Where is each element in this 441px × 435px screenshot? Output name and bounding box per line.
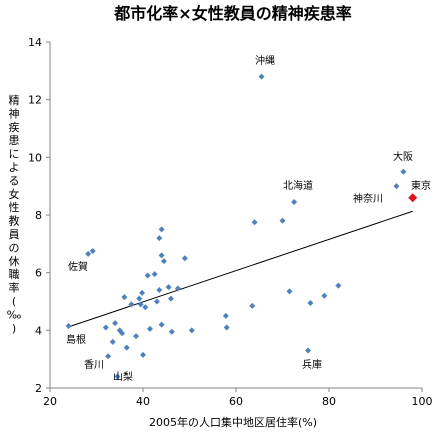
data-point — [279, 217, 286, 224]
y-axis-label: 精神疾患による女性教員の休職率(‰) — [7, 94, 22, 335]
data-point — [151, 271, 158, 278]
data-point — [89, 248, 96, 255]
annotation-label: 山梨 — [113, 370, 133, 383]
annotation-label: 北海道 — [283, 179, 313, 192]
data-point — [222, 312, 229, 319]
data-point — [156, 235, 163, 242]
data-point — [335, 282, 342, 289]
y-tick-label: 14 — [28, 36, 42, 49]
data-point — [165, 284, 172, 291]
annotation-label: 東京 — [411, 179, 431, 192]
data-point — [223, 324, 230, 331]
annotation-label: 島根 — [66, 333, 86, 346]
data-point — [142, 304, 149, 311]
x-tick-label: 20 — [43, 395, 57, 408]
highlight-point — [408, 193, 418, 203]
data-point — [291, 199, 298, 206]
data-point — [144, 272, 151, 279]
trendline — [68, 210, 413, 328]
annotation-label: 佐賀 — [68, 261, 88, 273]
y-tick-label: 6 — [35, 267, 42, 280]
y-tick-label: 2 — [35, 382, 42, 395]
data-point — [102, 324, 109, 331]
chart-title: 都市化率×女性教員の精神疾患率 — [113, 4, 351, 23]
y-tick-label: 8 — [35, 209, 42, 222]
y-axis-label-text: 精神疾患による女性教員の休職率(‰) — [7, 94, 22, 335]
data-point — [133, 333, 140, 340]
data-point — [168, 328, 175, 335]
y-tick-label: 10 — [28, 151, 42, 164]
axes: 2 4 6 8 10 12 14 20 40 60 80 100 — [28, 36, 433, 408]
data-point — [258, 73, 265, 80]
data-point — [181, 255, 188, 262]
data-point — [119, 330, 126, 337]
annotation-label: 神奈川 — [353, 192, 383, 205]
data-point — [137, 301, 144, 308]
data-point — [251, 219, 258, 226]
data-point — [305, 347, 312, 354]
data-point — [156, 286, 163, 293]
x-axis-label: 2005年の人口集中地区居住率(%) — [149, 415, 317, 429]
data-point — [158, 252, 165, 259]
data-point — [114, 373, 121, 380]
annotation-label: 兵庫 — [302, 358, 322, 371]
x-tick-label: 100 — [412, 395, 433, 408]
data-point — [139, 289, 146, 296]
data-point — [128, 301, 135, 308]
data-point — [286, 288, 293, 295]
data-point — [121, 294, 128, 301]
trendline-group — [68, 210, 413, 328]
data-point — [249, 302, 256, 309]
data-point — [167, 295, 174, 302]
data-point — [158, 321, 165, 328]
data-point — [105, 353, 112, 360]
annotation-label: 大阪 — [393, 150, 413, 163]
x-tick-label: 60 — [229, 395, 243, 408]
data-point — [174, 285, 181, 292]
data-point — [85, 250, 92, 257]
data-point — [160, 258, 167, 265]
x-tick-label: 80 — [322, 395, 336, 408]
data-point — [65, 323, 72, 330]
x-tick-label: 40 — [136, 395, 150, 408]
data-point — [112, 320, 119, 327]
annotation-label: 沖縄 — [255, 54, 275, 67]
y-tick-label: 4 — [35, 324, 42, 337]
data-point — [140, 351, 146, 358]
data-point — [188, 327, 195, 334]
data-point — [393, 183, 400, 190]
data-point — [146, 325, 153, 332]
data-point — [400, 168, 407, 175]
data-point — [109, 338, 116, 345]
data-point — [123, 344, 130, 351]
annotation-label: 香川 — [84, 359, 104, 371]
data-points — [65, 73, 418, 380]
data-point — [136, 295, 143, 302]
data-point — [307, 299, 314, 306]
data-point — [153, 298, 160, 305]
y-tick-label: 12 — [28, 94, 42, 107]
data-point — [321, 292, 328, 299]
data-point — [158, 226, 165, 233]
